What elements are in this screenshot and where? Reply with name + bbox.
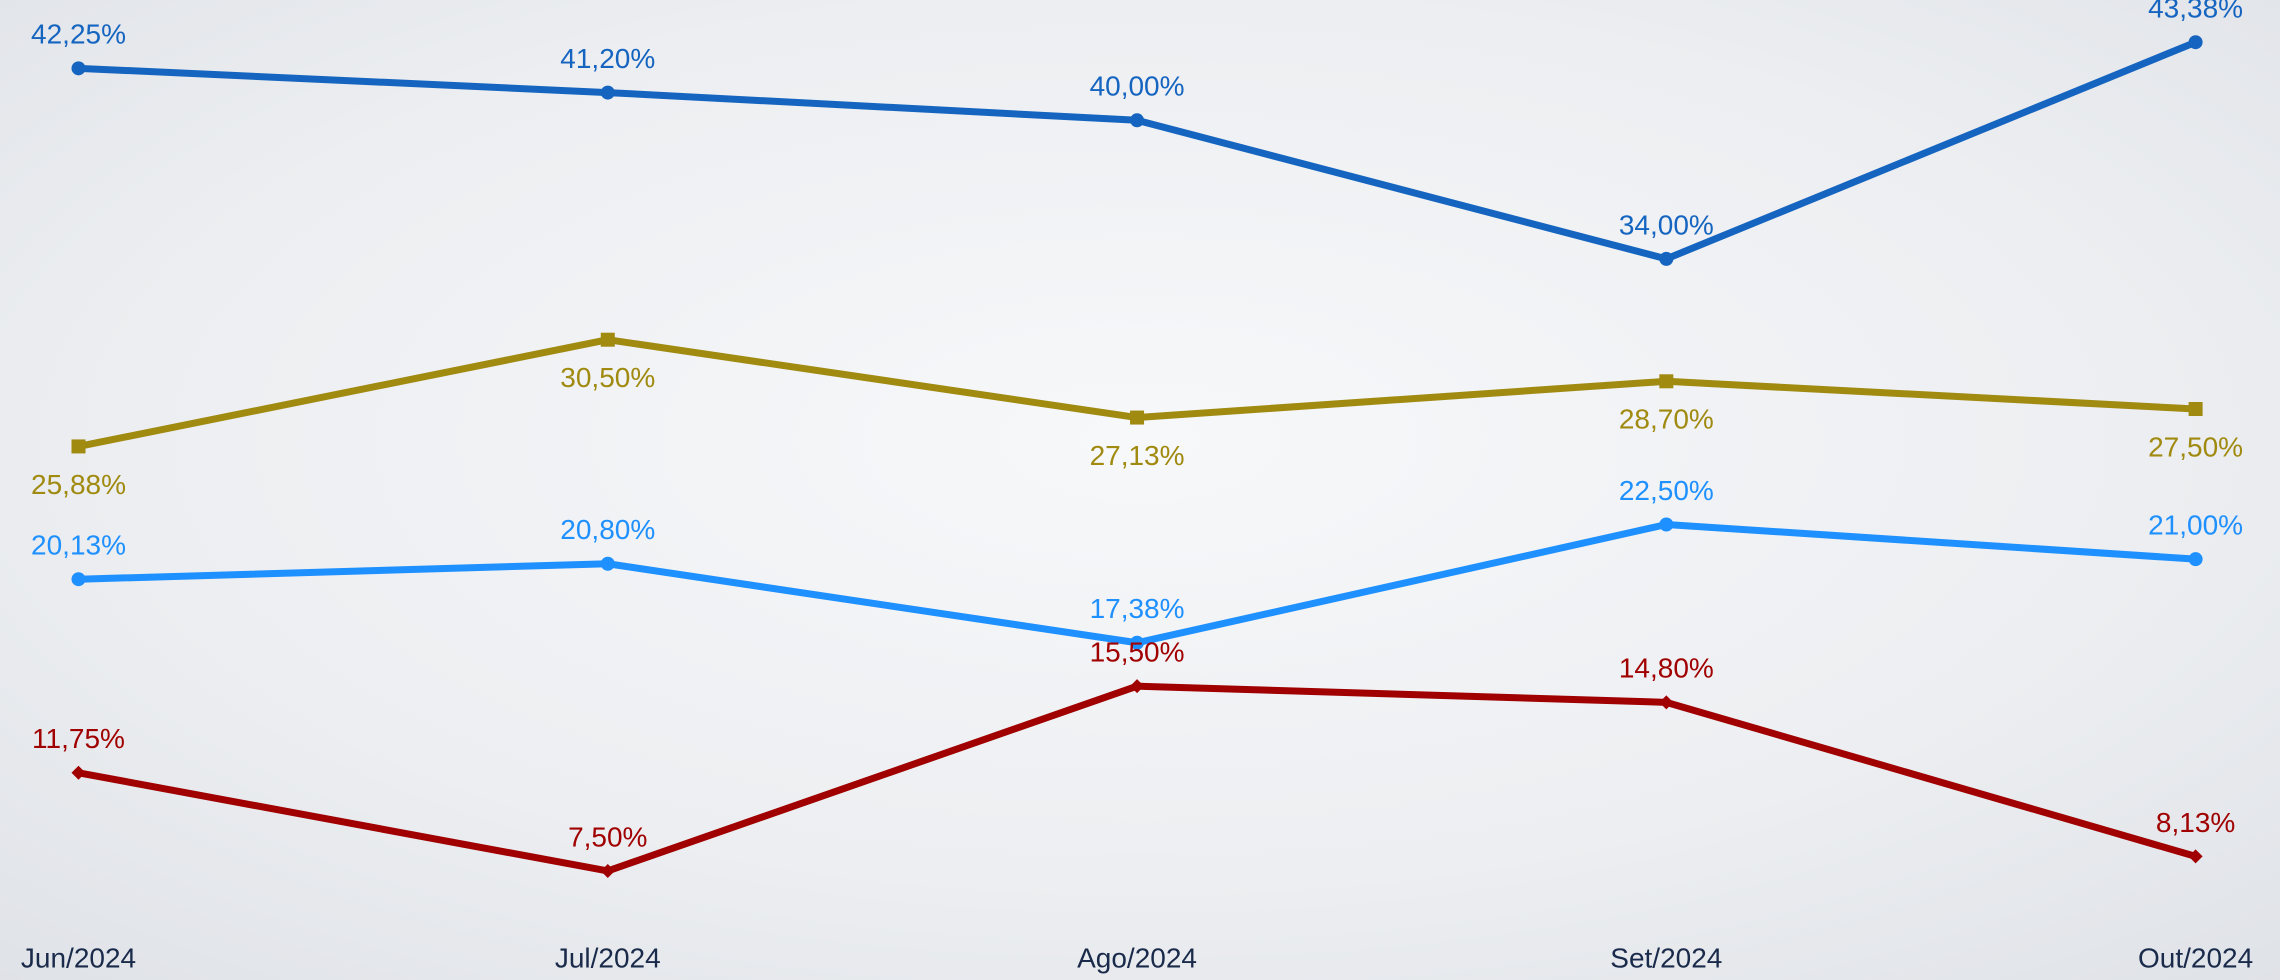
marker [601,86,615,100]
data-label: 28,70% [1619,404,1714,435]
data-label: 8,13% [2156,807,2235,838]
marker [2189,402,2203,416]
marker [1130,411,1144,425]
data-label: 14,80% [1619,653,1714,684]
marker [601,557,615,571]
marker [1659,517,1673,531]
data-label: 11,75% [32,723,125,754]
data-label: 34,00% [1619,209,1714,240]
x-tick-label: Out/2024 [2138,942,2253,973]
marker [1659,252,1673,266]
marker [601,333,615,347]
data-label: 21,00% [2148,510,2243,541]
data-label: 30,50% [560,362,655,393]
marker [2189,552,2203,566]
marker [72,572,86,586]
marker [72,439,86,453]
data-label: 27,13% [1090,440,1185,471]
data-label: 41,20% [560,43,655,74]
marker [1659,374,1673,388]
x-tick-label: Jun/2024 [21,942,136,973]
page: Jun/2024 Jul/2024 Ago/2024 Set/2024 Out/2024… [0,0,2280,980]
chart: Jun/2024 Jul/2024 Ago/2024 Set/2024 Out/2024… [0,0,2280,980]
data-label: 7,50% [568,821,647,852]
x-tick-label: Set/2024 [1610,942,1722,973]
data-label: 43,38% [2148,0,2243,24]
data-label: 22,50% [1619,475,1714,506]
data-label: 15,50% [1090,637,1185,668]
x-tick-label: Ago/2024 [1077,942,1197,973]
x-tick-label: Jul/2024 [555,942,661,973]
marker [1130,113,1144,127]
data-label: 17,38% [1090,593,1185,624]
marker [72,61,86,75]
data-label: 25,88% [31,469,126,500]
data-label: 42,25% [31,19,126,50]
data-label: 20,80% [560,514,655,545]
data-label: 20,13% [31,530,126,561]
data-label: 40,00% [1090,71,1185,102]
marker [2189,35,2203,49]
data-label: 27,50% [2148,431,2243,462]
